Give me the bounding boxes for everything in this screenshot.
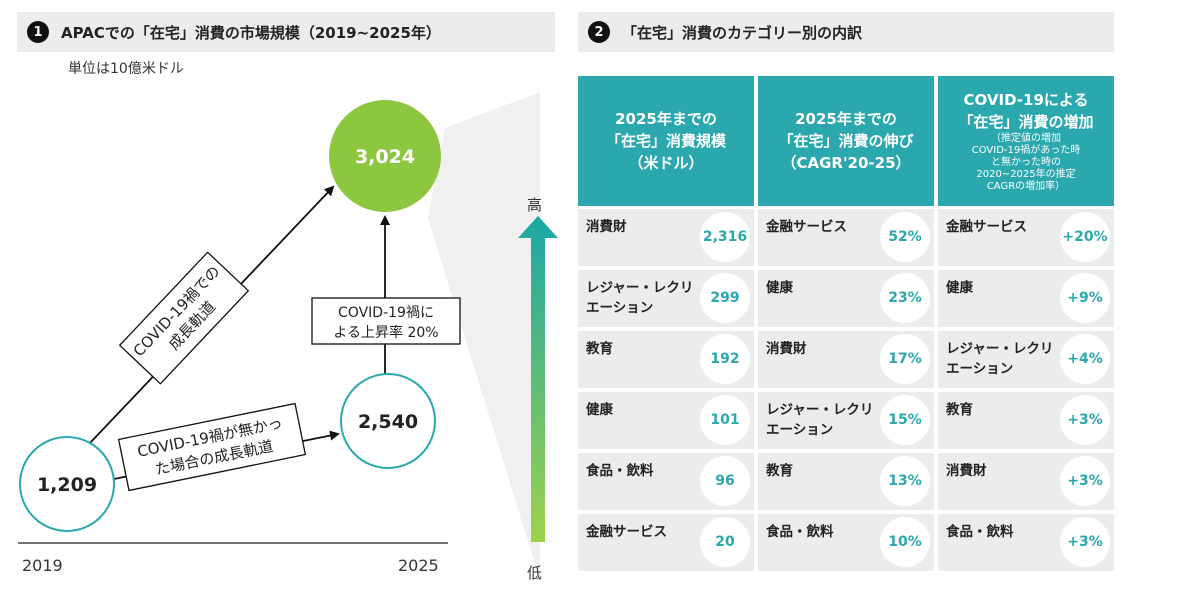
value-bubble: +9% (1060, 273, 1110, 323)
column-header-line: 2025年までの (615, 110, 717, 128)
section-2-number: 2 (588, 21, 610, 43)
value-start: 1,209 (37, 474, 97, 496)
column-header-note: 2020~2025年の推定 (976, 169, 1076, 180)
table-column: 2025年までの 「在宅」消費の伸び （CAGR'20-25） 金融サービス 52% 健康… (758, 76, 934, 578)
column-header-note: COVID-19禍があった時 (971, 145, 1081, 156)
table-row: レジャー・レクリエーション 15% (758, 392, 934, 449)
column-header: 2025年までの 「在宅」消費の伸び （CAGR'20-25） (758, 76, 934, 206)
column-header-note: （推定値の増加 (991, 133, 1061, 144)
column-header-line: 「在宅」消費規模 (605, 132, 726, 150)
category-breakdown-table: 2025年までの 「在宅」消費規模 （米ドル） 消費財 2,316 レジャー・レクリエーシ… (578, 76, 1114, 578)
circle-covid-2025 (329, 100, 441, 212)
category-label: 教育 (586, 341, 613, 357)
table-row: レジャー・レクリエーション 299 (578, 270, 754, 327)
table-row: 教育 13% (758, 453, 934, 510)
value-bubble: 96 (700, 456, 750, 506)
table-row: 食品・飲料 +3% (938, 514, 1114, 571)
column-header-note: CAGRの増加率） (986, 181, 1066, 192)
value-bubble: +3% (1060, 395, 1110, 445)
scale-high-label: 高 (527, 196, 543, 214)
year-2019: 2019 (22, 556, 63, 575)
category-label: 金融サービス (946, 219, 1027, 235)
value-bubble: 2,316 (700, 212, 750, 262)
category-label: 教育 (946, 402, 973, 418)
scale-low-label: 低 (527, 564, 543, 582)
category-label: レジャー・レクリエーション (946, 341, 1054, 377)
table-row: 消費財 +3% (938, 453, 1114, 510)
section-1-header: 1 APACでの「在宅」消費の市場規模（2019~2025年） (17, 12, 555, 52)
scale-gradient-arrow (518, 216, 558, 542)
column-header-line: 2025年までの (795, 110, 897, 128)
table-row: 教育 192 (578, 331, 754, 388)
column-header-line: 「在宅」消費の増加 (958, 113, 1094, 131)
projection-wedge (428, 92, 540, 580)
circle-no-covid-2025 (340, 373, 436, 469)
value-bubble: +4% (1060, 334, 1110, 384)
category-label: 健康 (946, 280, 973, 296)
category-label: 金融サービス (586, 524, 667, 540)
column-header: COVID-19による 「在宅」消費の増加 （推定値の増加 COVID-19禍があった… (938, 76, 1114, 206)
category-label: 消費財 (946, 463, 987, 479)
column-header: 2025年までの 「在宅」消費規模 （米ドル） (578, 76, 754, 206)
category-label: 食品・飲料 (946, 524, 1014, 540)
table-row: 食品・飲料 10% (758, 514, 934, 571)
no-covid-path-callout: COVID-19禍が無かっ た場合の成長軌道 (117, 402, 307, 492)
table-row: 消費財 17% (758, 331, 934, 388)
table-column: 2025年までの 「在宅」消費規模 （米ドル） 消費財 2,316 レジャー・レクリエーシ… (578, 76, 754, 578)
section-1-number: 1 (27, 21, 49, 43)
value-bubble: 52% (880, 212, 930, 262)
value-covid: 3,024 (355, 146, 415, 168)
column-header-line: （CAGR'20-25） (781, 154, 911, 172)
category-label: レジャー・レクリエーション (766, 402, 874, 438)
value-no-covid: 2,540 (358, 411, 418, 433)
section-2-title: 「在宅」消費のカテゴリー別の内訳 (622, 23, 863, 42)
category-label: 健康 (766, 280, 793, 296)
section-1-title: APACでの「在宅」消費の市場規模（2019~2025年） (61, 23, 441, 42)
category-label: 消費財 (766, 341, 807, 357)
unit-label: 単位は10億米ドル (68, 61, 184, 77)
category-label: 食品・飲料 (586, 463, 654, 479)
column-header-line: COVID-19による (963, 91, 1089, 109)
table-column: COVID-19による 「在宅」消費の増加 （推定値の増加 COVID-19禍があった… (938, 76, 1114, 578)
circle-start-2019 (19, 436, 115, 532)
value-bubble: 20 (700, 517, 750, 567)
table-row: 金融サービス 20 (578, 514, 754, 571)
category-label: 食品・飲料 (766, 524, 834, 540)
table-row: 金融サービス +20% (938, 209, 1114, 266)
uplift-callout: COVID-19禍に よる上昇率 20% (311, 297, 461, 345)
category-label: 健康 (586, 402, 613, 418)
category-label: 金融サービス (766, 219, 847, 235)
table-row: 食品・飲料 96 (578, 453, 754, 510)
uplift-label-2: よる上昇率 20% (333, 324, 438, 341)
value-bubble: 192 (700, 334, 750, 384)
value-bubble: 23% (880, 273, 930, 323)
column-header-line: 「在宅」消費の伸び (778, 132, 914, 150)
value-bubble: +3% (1060, 456, 1110, 506)
value-bubble: 13% (880, 456, 930, 506)
category-label: レジャー・レクリエーション (586, 280, 694, 316)
value-bubble: +20% (1060, 212, 1110, 262)
value-bubble: 101 (700, 395, 750, 445)
uplift-label-1: COVID-19禍に (338, 305, 434, 321)
table-row: 消費財 2,316 (578, 209, 754, 266)
year-2025: 2025 (398, 556, 439, 575)
table-row: 健康 23% (758, 270, 934, 327)
value-bubble: 15% (880, 395, 930, 445)
column-header-line: （米ドル） (628, 154, 704, 172)
table-row: 金融サービス 52% (758, 209, 934, 266)
value-bubble: 17% (880, 334, 930, 384)
table-row: レジャー・レクリエーション +4% (938, 331, 1114, 388)
table-row: 健康 +9% (938, 270, 1114, 327)
column-header-note: と無かった時の (991, 157, 1061, 168)
section-2-header: 2 「在宅」消費のカテゴリー別の内訳 (578, 12, 1114, 52)
table-row: 教育 +3% (938, 392, 1114, 449)
value-bubble: +3% (1060, 517, 1110, 567)
value-bubble: 10% (880, 517, 930, 567)
category-label: 教育 (766, 463, 793, 479)
table-row: 健康 101 (578, 392, 754, 449)
category-label: 消費財 (586, 219, 627, 235)
covid-path-callout: COVID-19禍での 成長軌道 (118, 251, 250, 385)
value-bubble: 299 (700, 273, 750, 323)
